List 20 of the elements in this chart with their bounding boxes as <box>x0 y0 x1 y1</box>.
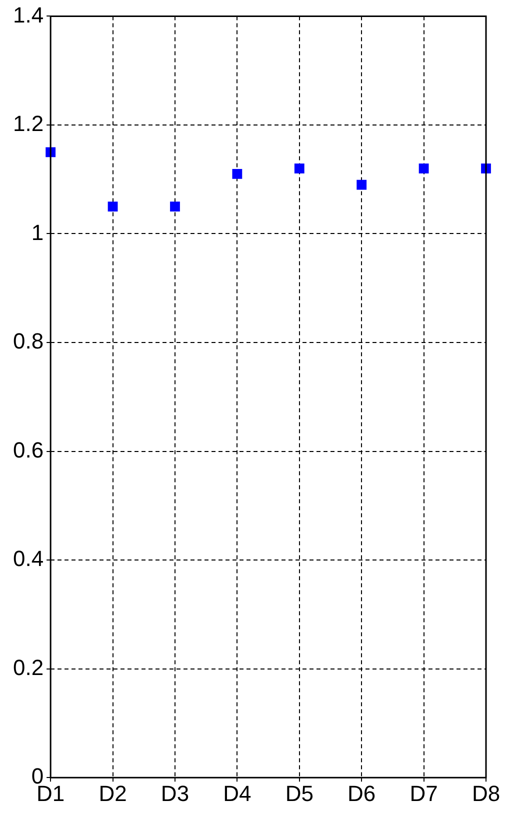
y-tick-label: 0.6 <box>12 437 44 462</box>
x-tick-label: D5 <box>285 780 314 806</box>
x-tick-label: D4 <box>223 780 252 806</box>
y-tick-label: 0.4 <box>12 546 44 572</box>
point <box>170 202 180 212</box>
y-tick-label: 1 <box>31 220 44 245</box>
x-tick-label: D8 <box>472 780 500 806</box>
y-tick-label: 0.8 <box>12 328 44 354</box>
point <box>418 164 429 174</box>
x-tick-label: D6 <box>348 780 376 806</box>
y-tick-label: 1.2 <box>12 111 44 136</box>
point <box>294 164 304 174</box>
x-tick-label: D2 <box>98 780 127 806</box>
y-tick-label: 0.2 <box>12 654 44 680</box>
point <box>108 202 118 212</box>
x-tick-label: D3 <box>160 780 190 806</box>
x-tick-label: D7 <box>410 780 438 806</box>
y-tick-label: 1.4 <box>12 2 44 28</box>
point <box>232 168 242 179</box>
point <box>356 180 367 190</box>
